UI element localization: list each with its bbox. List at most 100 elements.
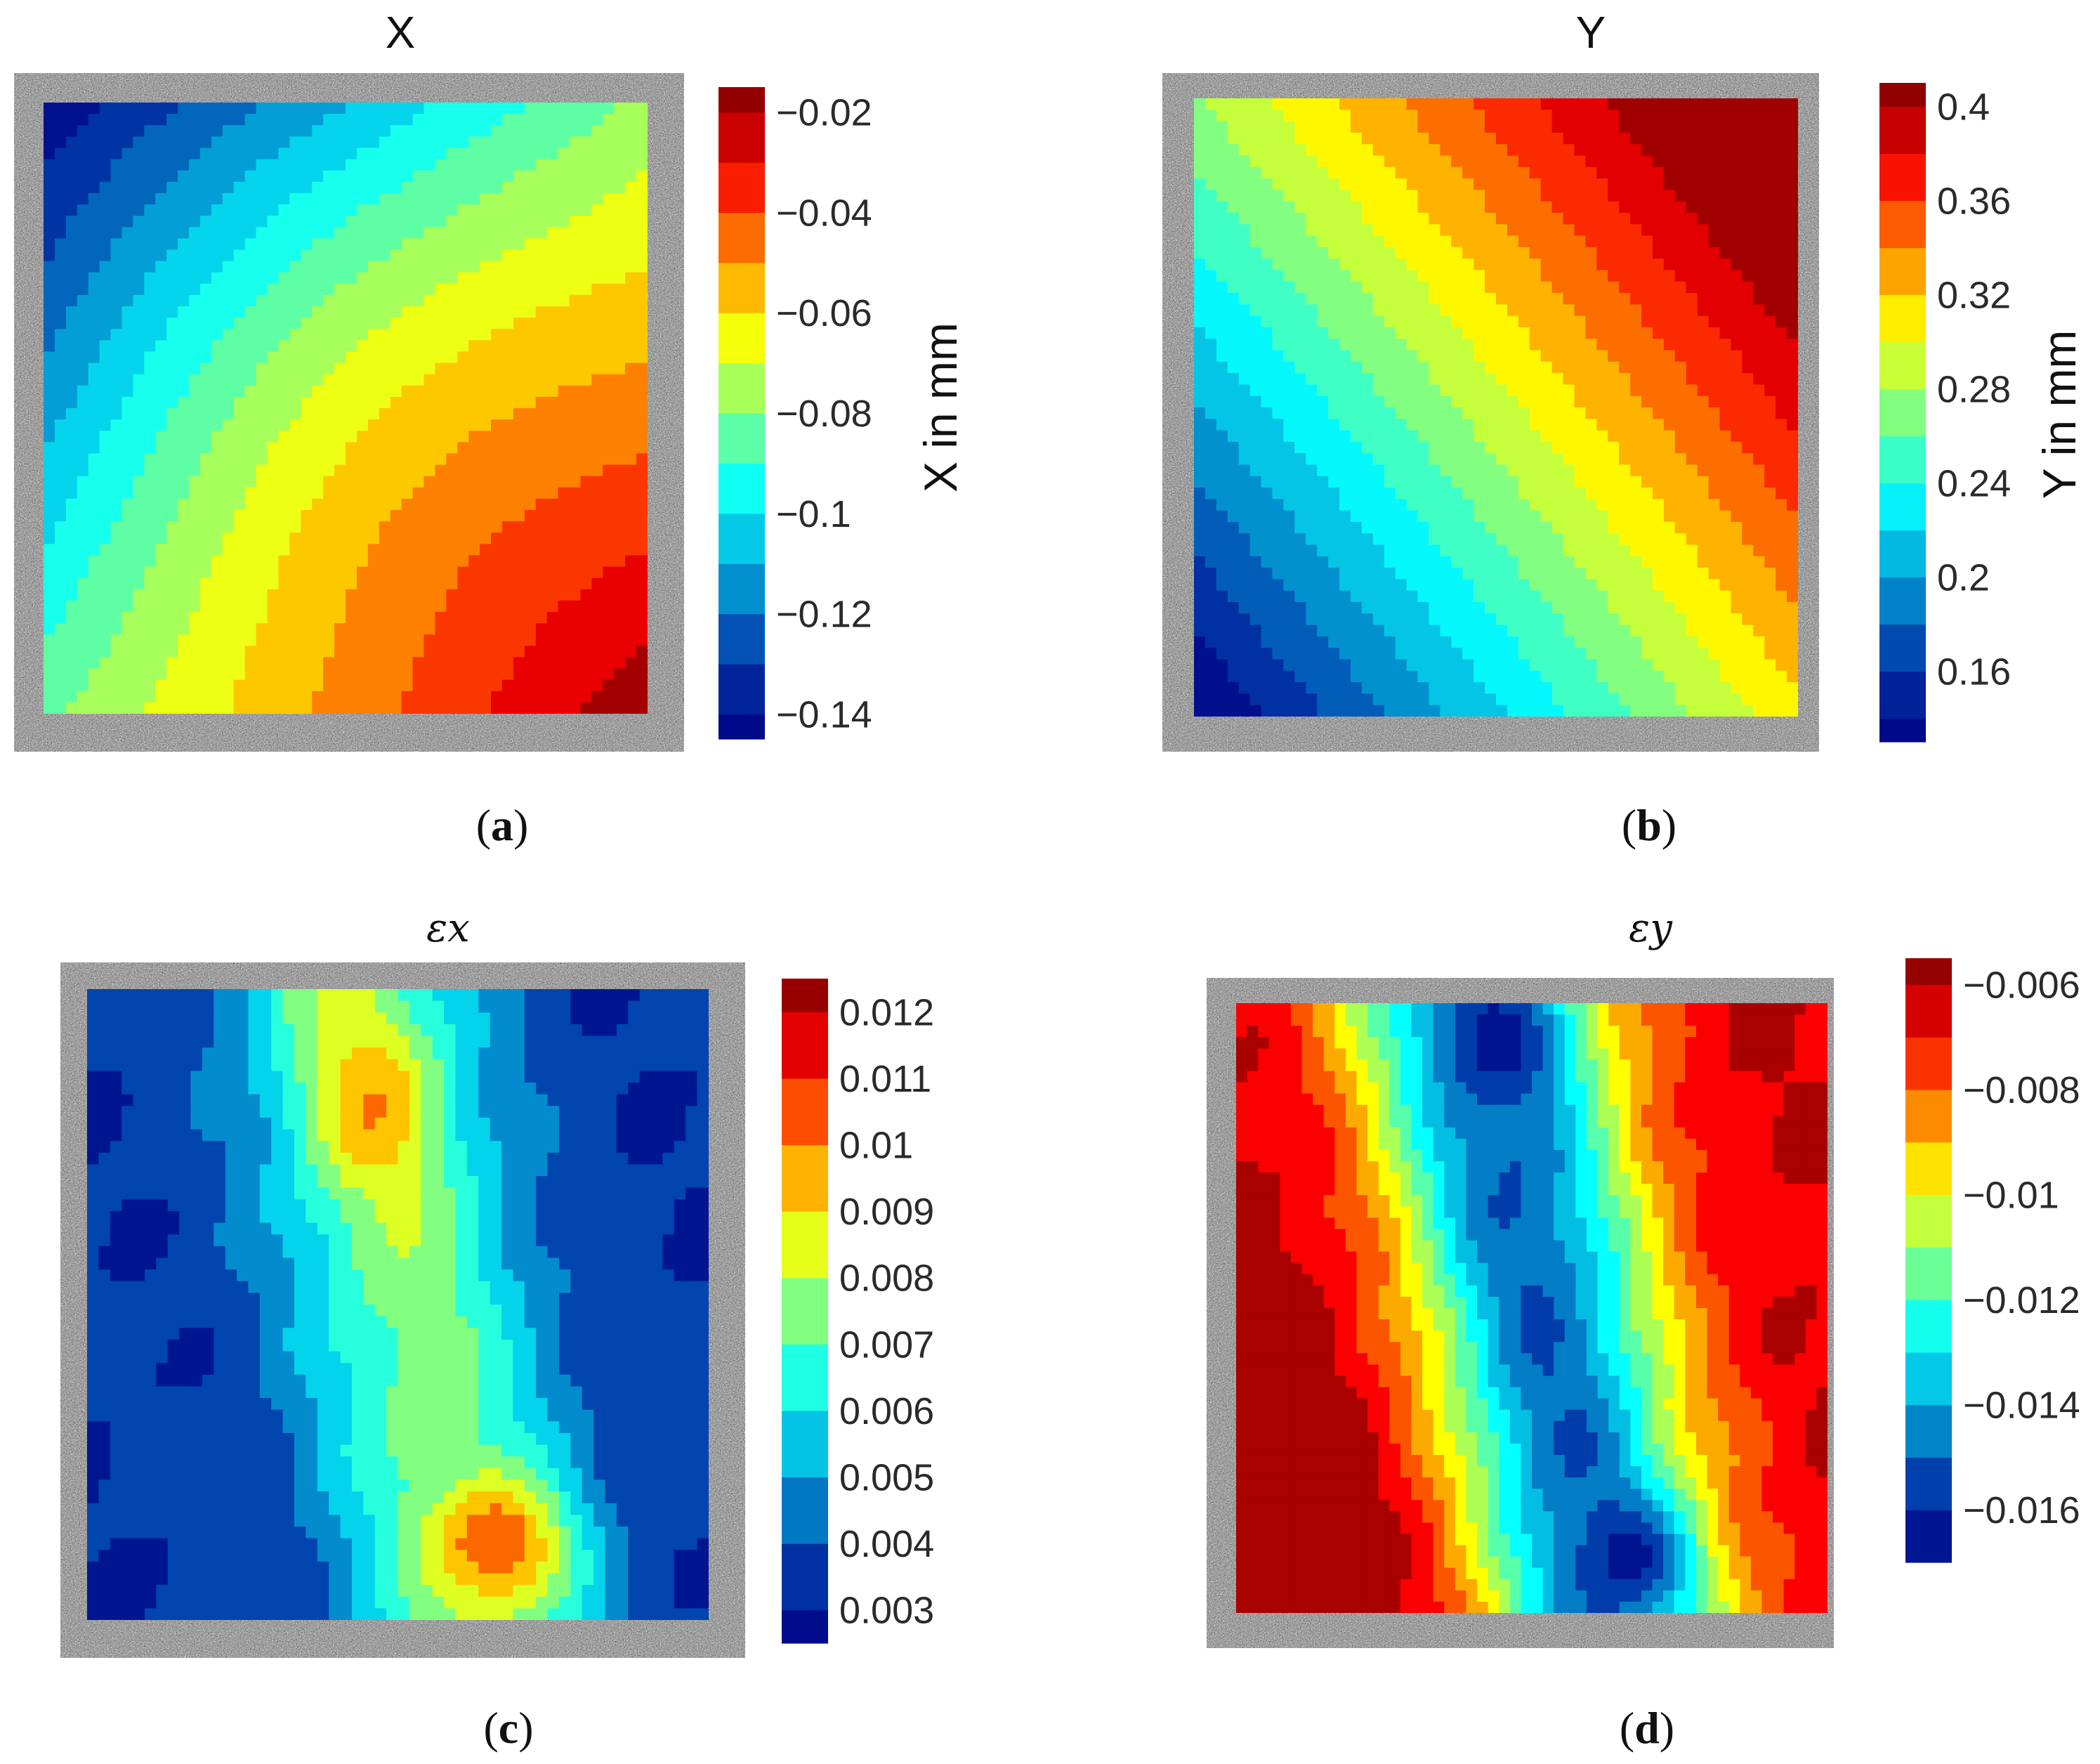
panel-a-contour-cell: [614, 566, 626, 579]
panel-a-contour-cell: [256, 148, 268, 160]
panel-a-contour-cell: [401, 170, 414, 183]
panel-a-contour-cell: [289, 431, 301, 443]
panel-b-contour-cell: [1731, 384, 1743, 397]
panel-b-contour-cell: [1372, 201, 1385, 214]
panel-a-contour-cell: [88, 657, 100, 669]
panel-a-contour-cell: [244, 227, 257, 240]
panel-a-contour-cell: [524, 612, 537, 624]
panel-a-contour-cell: [468, 306, 480, 318]
panel-a-contour-cell: [401, 646, 414, 658]
panel-a-contour-cell: [524, 362, 537, 375]
panel-a-contour-cell: [535, 283, 548, 296]
panel-a-contour-cell: [278, 431, 291, 443]
panel-a-contour-cell: [133, 623, 145, 635]
panel-a-contour-cell: [233, 498, 246, 511]
panel-a-contour-cell: [77, 623, 89, 635]
panel-b-contour-cell: [1306, 396, 1318, 408]
panel-b-contour-cell: [1507, 304, 1519, 317]
panel-a-contour-cell: [580, 408, 593, 420]
panel-a-contour-cell: [222, 159, 235, 171]
panel-b-contour-cell: [1764, 144, 1776, 157]
panel-b-contour-cell: [1652, 521, 1665, 534]
panel-a-contour-cell: [446, 227, 458, 240]
panel-b-contour-cell: [1205, 361, 1217, 374]
panel-a-contour-cell: [603, 114, 615, 126]
panel-a-contour-cell: [524, 103, 537, 115]
panel-a-contour-cell: [110, 283, 123, 296]
panel-b-contour-cell: [1686, 339, 1698, 351]
panel-a-contour-cell: [122, 148, 134, 160]
panel-b-contour-cell: [1742, 259, 1754, 271]
panel-a-contour-cell: [244, 476, 257, 488]
panel-b-contour-cell: [1674, 441, 1687, 454]
panel-a-contour-cell: [412, 396, 425, 409]
panel-a-contour-cell: [278, 566, 291, 579]
panel-a-contour-cell: [222, 612, 235, 624]
panel-a-contour-cell: [155, 283, 167, 296]
panel-b-contour-cell: [1563, 98, 1575, 110]
panel-b-contour-cell: [1574, 396, 1587, 408]
panel-a-contour-cell: [278, 294, 291, 307]
panel-b-contour-cell: [1372, 304, 1385, 317]
panel-b-contour-cell: [1608, 224, 1620, 237]
panel-b-contour-cell: [1529, 476, 1542, 488]
panel-a-contour-cell: [244, 453, 257, 466]
panel-a-contour-cell: [54, 453, 67, 466]
panel-a-contour-cell: [178, 533, 190, 545]
panel-a-contour-cell: [412, 646, 425, 658]
panel-a-contour-cell: [435, 668, 447, 681]
panel-b-contour-cell: [1697, 293, 1709, 306]
panel-b-contour-cell: [1429, 235, 1441, 248]
panel-a-contour-cell: [54, 238, 67, 251]
panel-b-contour-cell: [1283, 201, 1296, 214]
panel-b-contour-cell: [1205, 396, 1217, 408]
panel-b-contour-cell: [1294, 132, 1306, 145]
panel-b-contour-cell: [1395, 373, 1407, 386]
panel-b-contour-cell: [1216, 499, 1228, 511]
panel-b-contour-cell: [1507, 407, 1519, 419]
panel-a-contour-cell: [88, 510, 100, 522]
panel-b-contour-cell: [1485, 464, 1497, 477]
panel-a-contour-cell: [211, 408, 223, 420]
panel-b-contour-cell: [1350, 110, 1363, 122]
panel-a-contour-cell: [289, 577, 301, 590]
panel-a-contour-cell: [222, 204, 235, 216]
panel-a-contour-cell: [289, 487, 301, 499]
panel-b-contour-cell: [1238, 166, 1251, 179]
panel-a-contour-cell: [122, 657, 134, 669]
panel-a-contour-cell: [222, 148, 235, 160]
panel-a-contour-cell: [580, 114, 593, 126]
panel-a-contour-cell: [334, 533, 346, 545]
panel-a-contour-cell: [468, 612, 480, 624]
panel-a-contour-cell: [346, 306, 357, 318]
panel-a-contour-cell: [244, 329, 257, 341]
panel-b-contour-cell: [1440, 396, 1452, 408]
panel-b-contour-cell: [1496, 98, 1508, 110]
panel-b-contour-cell: [1507, 247, 1519, 259]
panel-b-contour-cell: [1608, 132, 1620, 145]
panel-a-contour-cell: [110, 261, 123, 273]
panel-a-contour-cell: [501, 657, 514, 669]
panel-a-contour-cell: [323, 419, 335, 431]
panel-a-contour-cell: [457, 646, 469, 658]
panel-a-contour-cell: [558, 238, 570, 251]
panel-b-contour-cell: [1518, 350, 1530, 362]
panel-b-contour-cell: [1764, 510, 1776, 523]
panel-b-contour-cell: [1462, 259, 1474, 271]
panel-a-contour-cell: [122, 702, 134, 714]
panel-b-contour-cell: [1429, 441, 1441, 454]
panel-a-contour-cell: [44, 125, 55, 138]
panel-b-contour-cell: [1742, 464, 1754, 477]
panel-b-contour-cell: [1507, 155, 1519, 168]
panel-a-contour-cell: [524, 136, 537, 149]
panel-a-contour-cell: [491, 136, 503, 149]
panel-b-contour-cell: [1630, 259, 1642, 271]
panel-a-contour-cell: [558, 272, 570, 285]
panel-b-contour-cell: [1708, 178, 1721, 191]
panel-a-contour-cell: [591, 634, 603, 647]
panel-a-contour-cell: [636, 362, 648, 375]
panel-b-contour-cell: [1238, 361, 1251, 374]
panel-a-contour-cell: [301, 318, 313, 329]
panel-b-contour-cell: [1776, 132, 1787, 145]
panel-b-contour-cell: [1585, 281, 1598, 294]
